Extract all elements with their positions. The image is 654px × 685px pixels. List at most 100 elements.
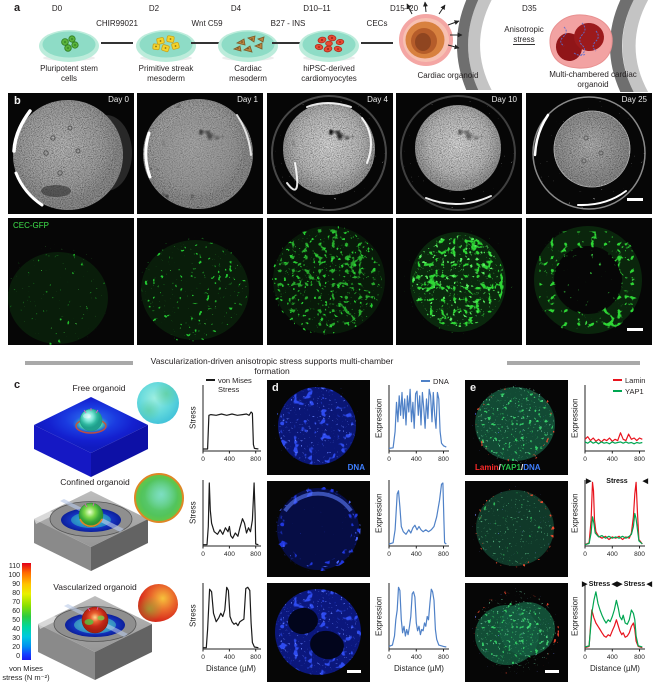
- panel-e-label: e: [470, 382, 477, 394]
- svg-text:800: 800: [250, 654, 261, 661]
- y-axis-label: Expression: [374, 493, 384, 533]
- c-row-title-confined: Confined organoid: [60, 477, 130, 487]
- expression-plot-dna-free: Expression 0 400 800: [374, 378, 452, 464]
- svg-text:400: 400: [224, 551, 235, 558]
- dish-cardiomyocytes-icon: [299, 30, 359, 62]
- svg-text:800: 800: [250, 551, 261, 558]
- stage-day-d2: D2: [148, 4, 160, 13]
- micrograph-brightfield-day25: Day 25: [526, 93, 652, 214]
- stage-caption: Cardiac mesoderm: [229, 64, 267, 83]
- micrograph-brightfield-day0: Day 0: [8, 93, 134, 214]
- gfp-label: CEC-GFP: [13, 221, 49, 230]
- legend-swatch-lamin: [613, 379, 622, 381]
- stress-map-inset-confined: [134, 473, 184, 523]
- stage-day-d35: D35: [522, 4, 537, 13]
- svg-text:800: 800: [634, 551, 645, 558]
- stage-caption: hiPSC-derived cardiomyocytes: [301, 64, 357, 83]
- svg-text:800: 800: [438, 456, 449, 463]
- x-axis-label: Distance (µM): [394, 664, 444, 673]
- stain-label-dna: DNA: [347, 463, 365, 472]
- svg-text:0: 0: [201, 654, 205, 661]
- expression-plot-dna-confined: Expression 0 400 800: [374, 473, 452, 559]
- panel-c-label: c: [14, 379, 21, 391]
- stress-map-inset-vascularized: [138, 584, 178, 622]
- stain-label-lamin-yap1-dna: Lamin/YAP1/DNA: [475, 463, 541, 472]
- stage-day-d10-11: D10–11: [303, 4, 331, 13]
- micrograph-lamin-yap1-dna-confined: [465, 481, 568, 577]
- stress-plot-vascularized: Stress 0 400 800: [188, 576, 264, 662]
- micrograph-dna-free: DNA: [267, 380, 370, 475]
- panel-d-label: d: [272, 382, 279, 394]
- legend-label: von Mises Stress: [218, 376, 252, 395]
- svg-text:0: 0: [201, 551, 205, 558]
- c-row-title-free: Free organoid: [72, 383, 126, 393]
- svg-text:400: 400: [411, 654, 422, 661]
- legend-dna: DNA: [421, 377, 449, 386]
- stage-day-d4: D4: [230, 4, 242, 13]
- divider-title: Vascularization-driven anisotropic stres…: [150, 356, 394, 377]
- stage-day-d15-20: D15–20: [390, 4, 419, 13]
- stress-direction-annotation: ▶ Stress ◀▶ Stress ◀: [582, 580, 652, 589]
- day-label: Day 4: [367, 95, 388, 104]
- svg-text:400: 400: [607, 456, 618, 463]
- dish-cardiac-mesoderm-icon: [218, 30, 278, 62]
- x-axis-label: Distance (µM): [590, 664, 640, 673]
- stress-map-inset-free: [137, 382, 179, 424]
- svg-text:0: 0: [387, 456, 391, 463]
- x-axis-label: Distance (µM): [206, 664, 256, 673]
- arrow-right-icon: ▶: [586, 478, 592, 485]
- expression-plot-lamin-yap1-vascularized: Expression 0 400 800: [570, 576, 648, 662]
- expression-chart-dna-vascularized: 0 400 800: [387, 583, 449, 661]
- arrow-right-icon: ▶: [582, 581, 588, 588]
- multi-chambered-organoid-icon: [549, 14, 613, 69]
- micrograph-dna-confined: [267, 481, 370, 577]
- svg-text:400: 400: [607, 551, 618, 558]
- confining-wall-icon: [610, 0, 649, 92]
- expression-chart-dna-free: 0 400 800: [387, 385, 449, 463]
- micrograph-gfp-day1: [137, 218, 263, 345]
- y-axis-label: Expression: [570, 398, 580, 438]
- micrograph-gfp-day10: [396, 218, 522, 345]
- y-axis-label: Expression: [374, 596, 384, 636]
- svg-text:0: 0: [387, 654, 391, 661]
- stress-plot-confined: Stress 0 400 800: [188, 473, 264, 559]
- svg-text:800: 800: [438, 551, 449, 558]
- colorbar-caption: von Mises stress (N m⁻²): [2, 664, 50, 683]
- y-axis-label: Expression: [570, 493, 580, 533]
- svg-text:400: 400: [607, 654, 618, 661]
- treatment-b27: B27 - INS: [270, 19, 306, 28]
- svg-text:0: 0: [387, 551, 391, 558]
- stage-connector: [101, 42, 133, 44]
- day-label: Day 10: [491, 95, 517, 104]
- legend-label-lamin: Lamin: [625, 376, 646, 385]
- stage-caption: Cardiac organoid: [417, 71, 479, 80]
- svg-text:800: 800: [634, 654, 645, 661]
- colorbar-gradient: [22, 563, 31, 660]
- fem-block-vascularized-icon: [38, 596, 152, 680]
- stage-caption: Pluripotent stem cells: [40, 64, 98, 83]
- svg-text:400: 400: [411, 456, 422, 463]
- treatment-cecs: CECs: [366, 19, 388, 28]
- micrograph-dna-vascularized: [267, 583, 370, 682]
- expression-plot-dna-vascularized: Expression 0 400 800: [374, 576, 452, 662]
- stage-caption: Multi-chambered cardiac organoid: [549, 70, 637, 89]
- expression-chart-lamin-yap1-confined: 0 400 800: [583, 480, 645, 558]
- fem-block-free-icon: [34, 397, 148, 477]
- expression-chart-lamin-yap1-free: 0 400 800: [583, 385, 645, 463]
- panel-b-label: b: [14, 95, 21, 107]
- svg-text:800: 800: [634, 456, 645, 463]
- arrow-both-icon: ◀▶: [611, 581, 623, 588]
- expression-plot-lamin-yap1-free: Expression 0 400 800: [570, 378, 648, 464]
- stress-chart-vascularized: 0 400 800: [201, 583, 262, 661]
- dish-primitive-streak-icon: [136, 30, 196, 62]
- micrograph-gfp-day4: [267, 218, 393, 345]
- day-label: Day 1: [237, 95, 258, 104]
- divider-bar-left: [25, 361, 133, 365]
- von-mises-colorbar: 110 100 90 80 70 60 50 40 30 20 0 von Mi…: [0, 563, 60, 685]
- stress-chart-confined: 0 400 800: [201, 480, 262, 558]
- confining-wall-icon: [457, 0, 492, 90]
- stress-chart-free: 0 400 800: [201, 385, 262, 463]
- fem-block-confined-icon: [34, 491, 148, 571]
- y-axis-label: Stress: [188, 604, 198, 628]
- c-row-title-vascularized: Vascularized organoid: [53, 582, 137, 592]
